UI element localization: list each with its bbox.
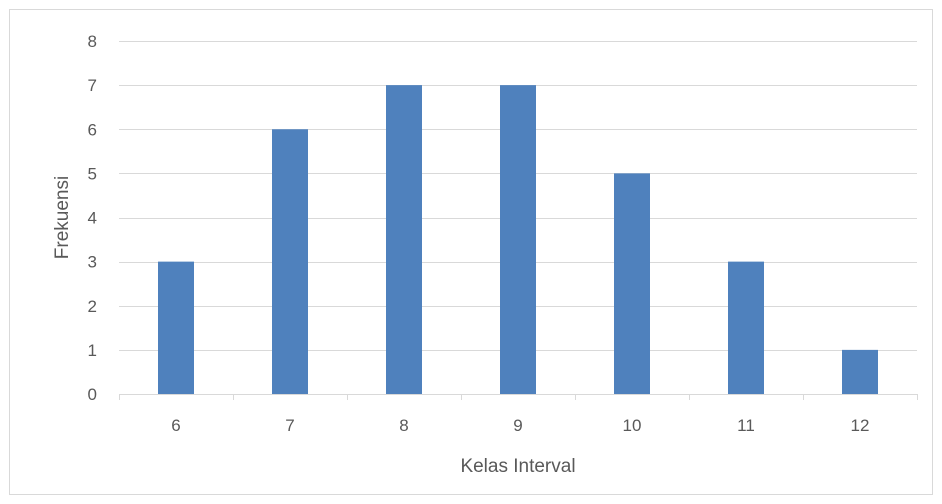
x-tick-label: 9: [513, 416, 522, 435]
y-tick-label: 3: [88, 253, 97, 272]
y-axis-title: Frekuensi: [52, 176, 73, 259]
x-axis-title: Kelas Interval: [460, 456, 575, 477]
x-tick-label: 10: [623, 416, 642, 435]
y-tick-label: 7: [88, 76, 97, 95]
x-axis: [119, 394, 918, 400]
bar-9: [500, 85, 536, 394]
x-tick-label: 8: [399, 416, 408, 435]
y-tick-label: 5: [88, 164, 97, 183]
x-tick-label: 6: [171, 416, 180, 435]
bars: [158, 85, 878, 394]
bar-8: [386, 85, 422, 394]
chart-frame: [9, 9, 933, 495]
x-tick-label: 11: [737, 416, 755, 435]
bar-10: [614, 173, 650, 394]
x-tick-label: 12: [851, 416, 870, 435]
y-tick-label: 1: [88, 341, 97, 360]
x-axis-ticks: 6 7 8 9 10 11 12: [171, 416, 869, 435]
y-axis-ticks: 0 1 2 3 4 5 6 7 8: [88, 32, 97, 404]
y-tick-label: 8: [88, 32, 97, 51]
bar-6: [158, 261, 194, 394]
bar-12: [842, 349, 878, 394]
bar-11: [728, 261, 764, 394]
x-tick-label: 7: [285, 416, 294, 435]
y-tick-label: 0: [88, 385, 97, 404]
y-tick-label: 6: [88, 120, 97, 139]
y-tick-label: 2: [88, 297, 97, 316]
y-tick-label: 4: [88, 209, 97, 228]
bar-7: [272, 129, 308, 394]
